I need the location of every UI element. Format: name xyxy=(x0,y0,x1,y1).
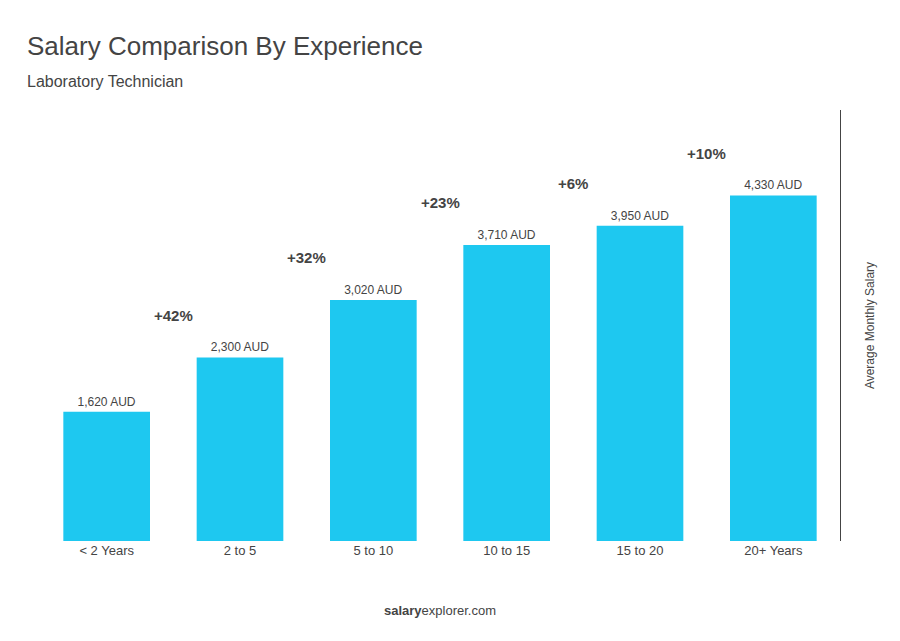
svg-text:1,620 AUD: 1,620 AUD xyxy=(77,395,135,409)
svg-text:+10%: +10% xyxy=(687,145,726,162)
svg-text:2 to 5: 2 to 5 xyxy=(224,543,257,558)
svg-text:3,020 AUD: 3,020 AUD xyxy=(344,283,402,297)
svg-text:< 2 Years: < 2 Years xyxy=(79,543,134,558)
svg-text:+6%: +6% xyxy=(558,175,588,192)
svg-text:20+ Years: 20+ Years xyxy=(744,543,803,558)
svg-text:+32%: +32% xyxy=(287,249,326,266)
svg-text:5 to 10: 5 to 10 xyxy=(353,543,393,558)
svg-text:10 to 15: 10 to 15 xyxy=(483,543,530,558)
svg-text:15 to 20: 15 to 20 xyxy=(617,543,664,558)
svg-text:+42%: +42% xyxy=(154,307,193,324)
svg-text:Average Monthly Salary: Average Monthly Salary xyxy=(863,262,877,389)
svg-text:4,330 AUD: 4,330 AUD xyxy=(744,178,802,192)
svg-text:Salary Comparison By Experienc: Salary Comparison By Experience xyxy=(27,31,423,61)
svg-text:3,950 AUD: 3,950 AUD xyxy=(611,209,669,223)
svg-text:salaryexplorer.com: salaryexplorer.com xyxy=(384,603,496,618)
svg-text:3,710 AUD: 3,710 AUD xyxy=(477,228,535,242)
svg-text:2,300 AUD: 2,300 AUD xyxy=(211,340,269,354)
svg-text:+23%: +23% xyxy=(421,194,460,211)
svg-text:Laboratory Technician: Laboratory Technician xyxy=(27,73,183,90)
